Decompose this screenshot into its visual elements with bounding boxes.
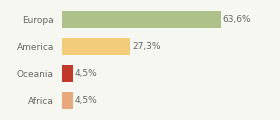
Bar — [62, 92, 73, 109]
Bar — [62, 38, 130, 55]
Bar — [62, 11, 221, 28]
Bar — [62, 65, 73, 82]
Text: 4,5%: 4,5% — [75, 69, 98, 78]
Text: 63,6%: 63,6% — [223, 15, 251, 24]
Text: 4,5%: 4,5% — [75, 96, 98, 105]
Text: 27,3%: 27,3% — [132, 42, 160, 51]
